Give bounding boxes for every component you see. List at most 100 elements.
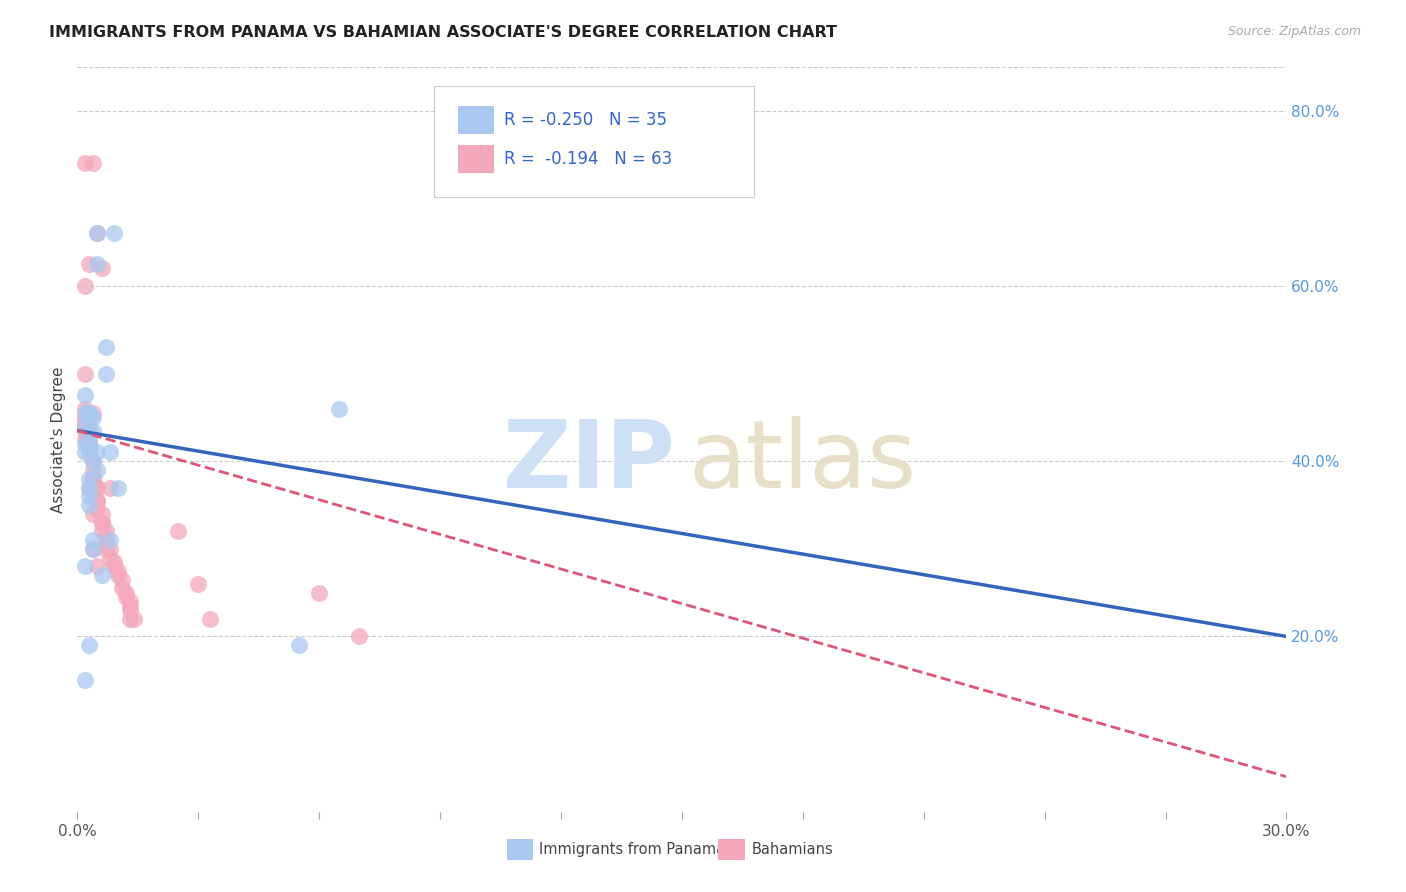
Point bbox=[86, 481, 108, 495]
Point bbox=[118, 612, 141, 626]
FancyBboxPatch shape bbox=[458, 105, 495, 134]
Text: R =  -0.194   N = 63: R = -0.194 N = 63 bbox=[505, 150, 672, 169]
Point bbox=[187, 577, 209, 591]
Point bbox=[79, 445, 101, 459]
Point bbox=[82, 454, 104, 468]
Point bbox=[86, 257, 108, 271]
Point bbox=[79, 436, 101, 450]
Point bbox=[94, 524, 117, 539]
Point bbox=[79, 406, 101, 420]
Point bbox=[86, 493, 108, 508]
Point bbox=[111, 582, 134, 596]
Point bbox=[90, 261, 112, 276]
Point bbox=[90, 516, 112, 530]
Point bbox=[86, 227, 108, 241]
Point bbox=[200, 612, 222, 626]
Text: R = -0.250   N = 35: R = -0.250 N = 35 bbox=[505, 111, 668, 128]
Point bbox=[82, 507, 104, 521]
Point bbox=[167, 524, 190, 539]
Point bbox=[86, 445, 108, 459]
Point bbox=[90, 507, 112, 521]
Point bbox=[98, 445, 121, 459]
Point bbox=[86, 493, 108, 508]
Point bbox=[75, 673, 97, 688]
Point bbox=[75, 559, 97, 574]
Point bbox=[94, 541, 117, 556]
Point bbox=[75, 424, 97, 438]
Point bbox=[103, 227, 125, 241]
Point bbox=[82, 484, 104, 499]
Point bbox=[75, 401, 97, 416]
Point bbox=[75, 367, 97, 381]
Point bbox=[79, 481, 101, 495]
Point bbox=[82, 156, 104, 170]
Point bbox=[75, 156, 97, 170]
Point bbox=[79, 419, 101, 434]
Text: IMMIGRANTS FROM PANAMA VS BAHAMIAN ASSOCIATE'S DEGREE CORRELATION CHART: IMMIGRANTS FROM PANAMA VS BAHAMIAN ASSOC… bbox=[49, 25, 837, 40]
FancyBboxPatch shape bbox=[718, 839, 745, 860]
Point bbox=[79, 481, 101, 495]
FancyBboxPatch shape bbox=[434, 86, 755, 197]
Point bbox=[111, 573, 134, 587]
Point bbox=[75, 279, 97, 293]
Point bbox=[82, 406, 104, 420]
Point bbox=[79, 406, 101, 420]
FancyBboxPatch shape bbox=[506, 839, 533, 860]
Point bbox=[98, 533, 121, 547]
Point bbox=[86, 481, 108, 495]
Point bbox=[94, 340, 117, 354]
Point bbox=[122, 612, 145, 626]
Point bbox=[308, 585, 330, 599]
Text: Immigrants from Panama: Immigrants from Panama bbox=[540, 842, 725, 857]
Point bbox=[82, 541, 104, 556]
Point bbox=[75, 410, 97, 425]
Point bbox=[118, 594, 141, 608]
Point bbox=[79, 472, 101, 486]
Point bbox=[107, 481, 129, 495]
Point bbox=[103, 555, 125, 569]
Point bbox=[79, 441, 101, 455]
Point bbox=[79, 424, 101, 438]
Point bbox=[94, 367, 117, 381]
Point bbox=[75, 445, 97, 459]
Point bbox=[86, 559, 108, 574]
Point bbox=[75, 436, 97, 450]
Point bbox=[82, 463, 104, 477]
Point bbox=[98, 550, 121, 565]
Point bbox=[86, 502, 108, 516]
Text: ZIP: ZIP bbox=[503, 416, 676, 508]
Point bbox=[75, 419, 97, 434]
Point bbox=[90, 524, 112, 539]
Point bbox=[75, 415, 97, 429]
Point bbox=[114, 590, 136, 604]
Point bbox=[82, 410, 104, 425]
Point bbox=[82, 424, 104, 438]
Point bbox=[86, 463, 108, 477]
Point bbox=[79, 406, 101, 420]
Point bbox=[79, 498, 101, 512]
Point bbox=[349, 630, 371, 644]
Point bbox=[90, 568, 112, 582]
FancyBboxPatch shape bbox=[458, 145, 495, 173]
Point bbox=[79, 489, 101, 503]
Point bbox=[107, 564, 129, 578]
Text: Source: ZipAtlas.com: Source: ZipAtlas.com bbox=[1227, 25, 1361, 38]
Point bbox=[79, 441, 101, 455]
Point bbox=[79, 638, 101, 652]
Point bbox=[86, 227, 108, 241]
Point bbox=[103, 559, 125, 574]
Point bbox=[75, 406, 97, 420]
Point bbox=[288, 638, 311, 652]
Point bbox=[75, 419, 97, 434]
Point bbox=[82, 533, 104, 547]
Text: atlas: atlas bbox=[688, 416, 917, 508]
Point bbox=[75, 388, 97, 402]
Point bbox=[82, 472, 104, 486]
Point bbox=[118, 603, 141, 617]
Point bbox=[90, 516, 112, 530]
Point bbox=[328, 401, 350, 416]
Y-axis label: Associate's Degree: Associate's Degree bbox=[51, 366, 66, 513]
Point bbox=[82, 454, 104, 468]
Point bbox=[79, 436, 101, 450]
Point bbox=[94, 533, 117, 547]
